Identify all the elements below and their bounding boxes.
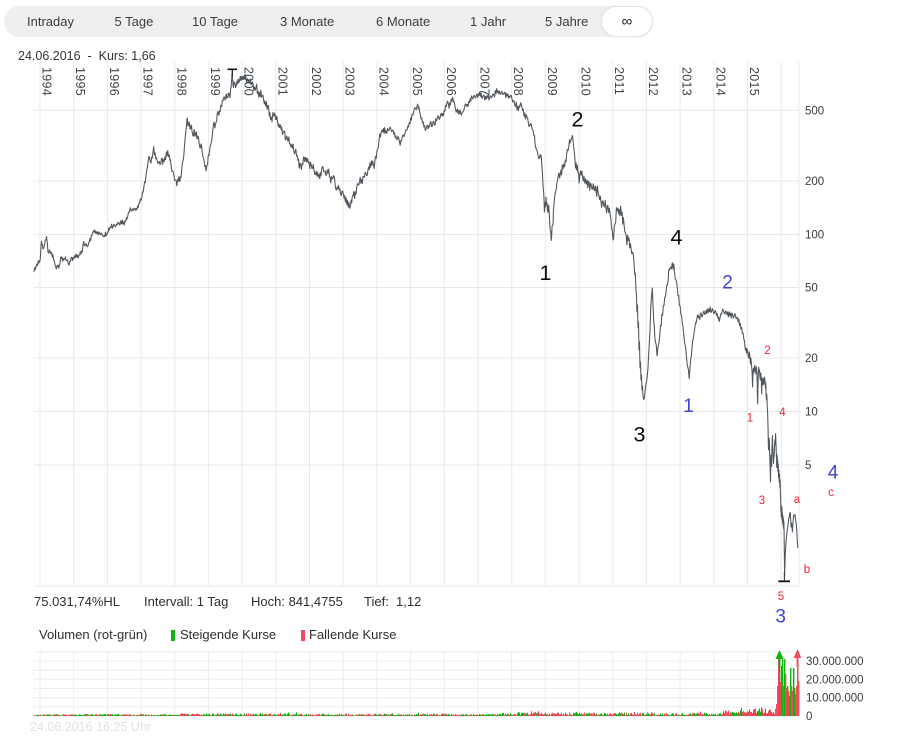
svg-text:5: 5 (805, 460, 811, 472)
svg-text:2007: 2007 (478, 67, 492, 96)
svg-text:1994: 1994 (40, 67, 54, 96)
svg-text:2006: 2006 (444, 67, 458, 96)
svg-text:2: 2 (572, 108, 584, 132)
svg-text:200: 200 (805, 176, 824, 188)
svg-text:0: 0 (806, 711, 812, 723)
svg-text:b: b (804, 564, 810, 576)
svg-text:10: 10 (805, 407, 818, 419)
svg-text:2002: 2002 (309, 67, 323, 96)
svg-text:2003: 2003 (343, 67, 357, 96)
svg-text:2012: 2012 (646, 67, 660, 96)
svg-text:3: 3 (634, 423, 646, 447)
svg-text:a: a (794, 494, 801, 506)
svg-text:2001: 2001 (275, 67, 289, 96)
svg-text:2: 2 (764, 345, 770, 357)
svg-text:1999: 1999 (208, 67, 222, 96)
svg-text:1: 1 (683, 396, 694, 417)
svg-text:500: 500 (805, 106, 824, 118)
svg-text:1995: 1995 (73, 67, 87, 96)
svg-text:2015: 2015 (747, 67, 761, 96)
svg-text:2009: 2009 (545, 67, 559, 96)
svg-text:1: 1 (747, 413, 753, 425)
svg-text:2013: 2013 (680, 67, 694, 96)
svg-text:3: 3 (759, 495, 765, 507)
svg-text:30.000.000: 30.000.000 (806, 656, 864, 668)
svg-text:1997: 1997 (141, 67, 155, 96)
svg-text:10.000.000: 10.000.000 (806, 693, 864, 705)
svg-text:c: c (828, 487, 834, 499)
svg-text:4: 4 (828, 463, 839, 484)
svg-text:2011: 2011 (612, 67, 626, 95)
svg-text:2008: 2008 (511, 67, 525, 96)
svg-text:2005: 2005 (410, 67, 424, 96)
svg-text:2000: 2000 (242, 67, 256, 96)
svg-text:1996: 1996 (107, 67, 121, 96)
svg-text:100: 100 (805, 230, 824, 242)
svg-text:20.000.000: 20.000.000 (806, 674, 864, 686)
svg-text:4: 4 (779, 407, 786, 419)
svg-text:20: 20 (805, 353, 818, 365)
svg-text:4: 4 (671, 226, 683, 250)
svg-text:2004: 2004 (376, 67, 390, 96)
svg-text:2010: 2010 (579, 67, 593, 96)
svg-text:3: 3 (775, 607, 786, 628)
svg-text:50: 50 (805, 283, 818, 295)
svg-text:2: 2 (722, 273, 733, 294)
svg-text:2014: 2014 (713, 67, 727, 96)
svg-text:1: 1 (540, 261, 552, 285)
svg-text:1998: 1998 (174, 67, 188, 96)
svg-text:5: 5 (778, 591, 784, 603)
